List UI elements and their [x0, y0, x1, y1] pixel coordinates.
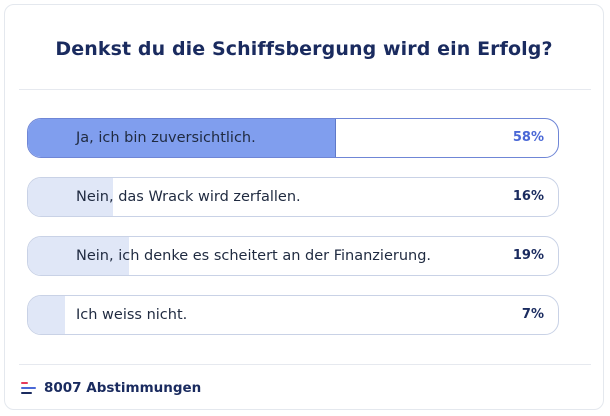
vote-count: 8007 Abstimmungen	[44, 380, 202, 396]
poll-option-3[interactable]: Nein, ich denke es scheitert an der Fina…	[27, 236, 559, 276]
poll-options: Ja, ich bin zuversichtlich. 58% Nein, da…	[27, 118, 559, 354]
poll-question: Denkst du die Schiffsbergung wird ein Er…	[55, 38, 553, 60]
poll-option-fill	[28, 237, 129, 275]
poll-card: Denkst du die Schiffsbergung wird ein Er…	[4, 4, 604, 410]
poll-bars-icon	[21, 382, 36, 394]
poll-option-fill	[28, 296, 66, 334]
divider-bottom	[19, 364, 591, 365]
poll-option-1[interactable]: Ja, ich bin zuversichtlich. 58%	[27, 118, 559, 158]
poll-option-fill	[28, 178, 113, 216]
divider-top	[19, 89, 591, 90]
poll-option-percent: 58%	[512, 130, 544, 145]
poll-option-percent: 16%	[512, 189, 544, 204]
poll-option-percent: 7%	[521, 307, 544, 322]
poll-option-label: Nein, ich denke es scheitert an der Fina…	[76, 248, 432, 264]
poll-option-label: Nein, das Wrack wird zerfallen.	[76, 189, 301, 205]
poll-option-label: Ich weiss nicht.	[76, 307, 188, 323]
poll-option-percent: 19%	[512, 248, 544, 263]
poll-option-fill	[28, 119, 337, 157]
poll-option-4[interactable]: Ich weiss nicht. 7%	[27, 295, 559, 335]
poll-footer: 8007 Abstimmungen	[21, 379, 201, 397]
poll-option-label: Ja, ich bin zuversichtlich.	[76, 130, 256, 146]
poll-option-2[interactable]: Nein, das Wrack wird zerfallen. 16%	[27, 177, 559, 217]
